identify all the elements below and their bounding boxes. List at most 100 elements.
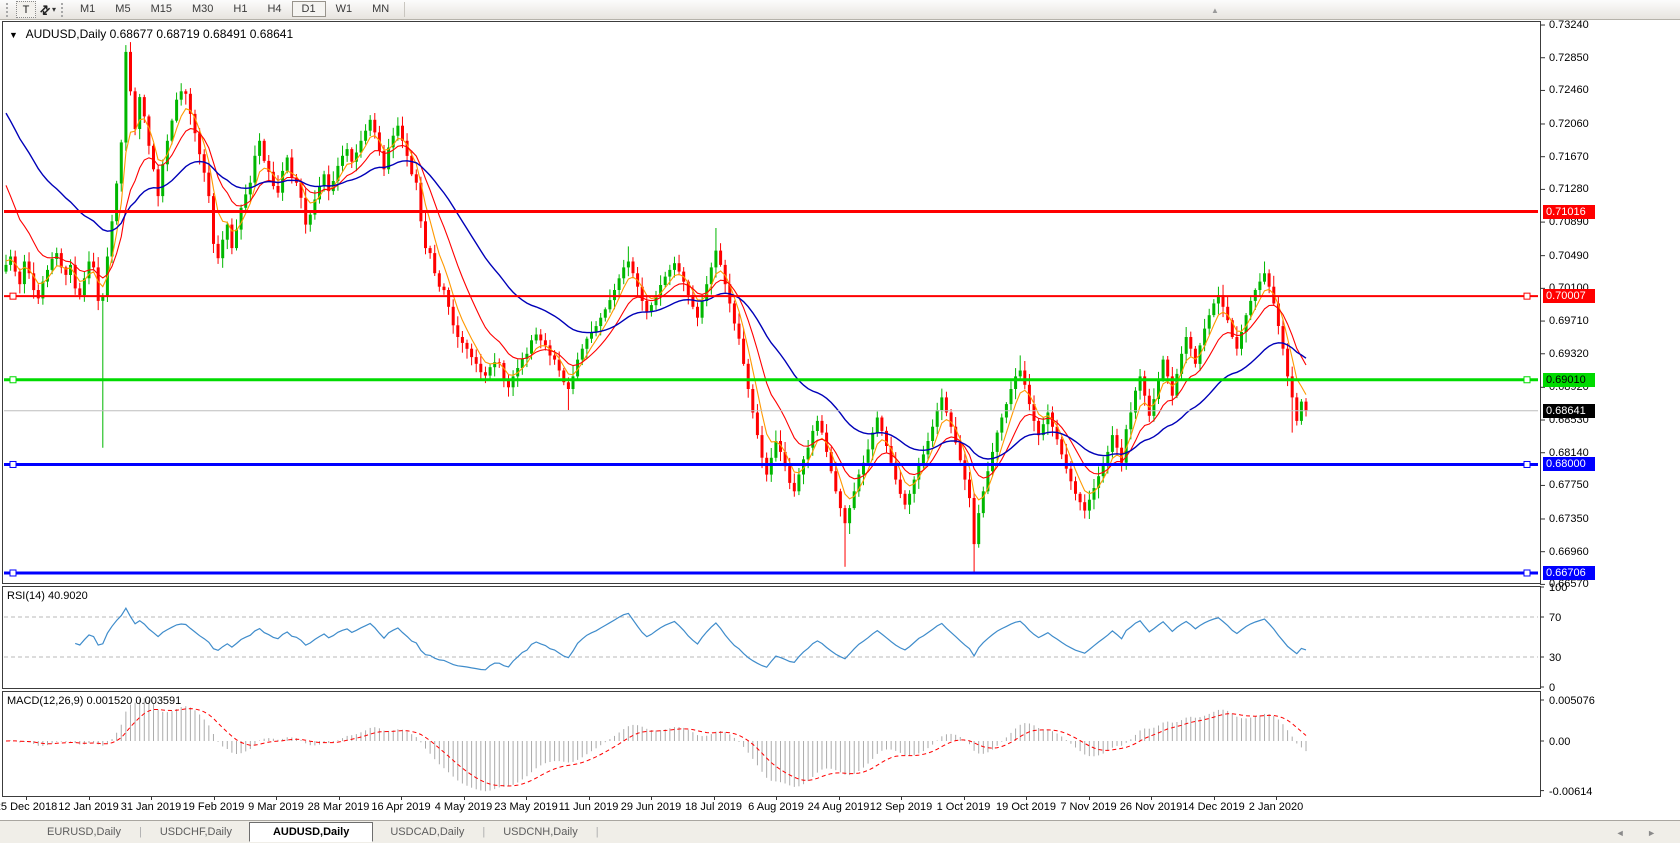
y-tick-label: 0.67350 [1549,512,1589,525]
x-tick-label: 14 Dec 2019 [1182,801,1245,813]
x-tick-label: 11 Jun 2019 [558,801,619,813]
price-tag-0.66706[interactable]: 0.66706 [1543,565,1595,580]
timeframe-button-m1[interactable]: M1 [80,3,96,15]
y-tick-label: 0.72060 [1549,117,1589,130]
scroll-up-icon[interactable]: ▲ [1211,6,1219,15]
macd-panel[interactable] [2,691,1541,797]
rsi-tick-label: 100 [1549,582,1568,594]
symbol-label: AUDUSD,Daily [25,27,107,41]
tab-scroll-right-icon[interactable]: ► [1647,828,1666,838]
x-tick [713,797,715,800]
swap-arrows-icon: ⇄ [36,0,54,19]
x-tick [651,797,652,800]
x-tick [901,797,902,800]
price-tag-0.71016[interactable]: 0.71016 [1543,204,1595,219]
x-tick-label: 19 Feb 2019 [182,801,245,813]
chart-tab-usdchf[interactable]: USDCHF,Daily [159,826,232,838]
x-tick [963,797,965,800]
timeframe-button-group: M1 M5 M15 M30 H1 H4 D1 W1 MN [70,1,399,17]
x-tick [838,797,840,800]
x-tick-label: 26 Nov 2019 [1119,801,1183,813]
rsi-tick-label: 70 [1549,612,1562,624]
x-tick [338,797,340,800]
x-tick-label: 23 May 2019 [494,801,558,813]
x-tick-label: 2 Jan 2020 [1248,801,1304,813]
tab-scroll-left-icon[interactable]: ◄ [1615,828,1635,838]
x-tick [88,797,90,800]
x-tick [463,797,465,800]
timeframe-button-m15[interactable]: M15 [150,3,172,15]
pointer-tool-button[interactable]: ⇄ ▾ [36,0,58,19]
rsi-panel[interactable] [2,586,1541,689]
price-tag-0.70007[interactable]: 0.70007 [1543,289,1595,304]
y-tick-label: 0.70490 [1549,249,1589,262]
x-tick [26,797,27,800]
x-tick-label: 6 Aug 2019 [748,801,804,813]
y-tick-label: 0.71670 [1549,150,1589,163]
x-tick-label: 1 Oct 2019 [936,801,991,813]
y-tick-label: 0.72850 [1549,51,1589,64]
x-tick-label: 25 Dec 2018 [0,801,58,813]
x-tick-label: 29 Jun 2019 [620,801,682,813]
timeframe-button-w1[interactable]: W1 [335,3,353,15]
y-tick-label: 0.67750 [1549,479,1589,492]
x-tick [526,797,527,800]
tab-separator: | [138,826,142,838]
x-tick-label: 18 Jul 2019 [685,801,742,813]
toolbar: T ⇄ ▾ M1 M5 M15 M30 H1 H4 D1 W1 MN ▲ [0,0,1680,20]
x-tick [151,797,152,800]
timeframe-toolbar-grip[interactable] [61,2,65,17]
chart-tab-eurusd[interactable]: EURUSD,Daily [47,826,121,838]
x-tick [1276,797,1277,800]
timeframe-button-d1[interactable]: D1 [291,1,326,17]
x-tick [1026,797,1027,800]
timeframe-button-mn[interactable]: MN [372,3,390,15]
y-tick-label: 0.68140 [1549,446,1589,459]
y-tick-label: 0.66570 [1549,578,1589,591]
x-tick-label: 19 Oct 2019 [996,801,1056,813]
chart-tab-usdcnh[interactable]: USDCNH,Daily [503,826,578,838]
x-tick [276,797,277,800]
current-price-tag[interactable]: 0.68641 [1543,403,1595,418]
y-tick-label: 0.73240 [1549,19,1589,32]
price-chart-panel[interactable] [2,21,1541,584]
x-tick-label: 9 Mar 2019 [248,801,304,813]
y-tick-label: 0.72460 [1549,84,1589,97]
ohlc-values: 0.68677 0.68719 0.68491 0.68641 [109,27,294,41]
macd-tick-label: -0.00614 [1549,785,1593,798]
x-tick-label: 16 Apr 2019 [371,801,431,813]
x-tick-label: 12 Jan 2019 [58,801,119,813]
macd-tick-label: 0.00 [1549,736,1571,748]
timeframe-button-h1[interactable]: H1 [233,3,248,15]
chart-tab-audusd[interactable]: AUDUSD,Daily [248,822,374,842]
x-tick [1088,797,1090,800]
x-tick [776,797,777,800]
y-tick-label: 0.69320 [1549,347,1589,360]
text-tool-button[interactable]: T [16,1,36,18]
y-tick-label: 0.66960 [1549,545,1589,558]
tab-separator: | [595,826,599,838]
x-tick [401,797,402,800]
time-axis[interactable]: 25 Dec 2018 12 Jan 2019 31 Jan 2019 19 Feb … [0,797,1680,819]
timeframe-button-h4[interactable]: H4 [267,3,282,15]
chevron-down-icon: ▾ [52,5,57,14]
chart-tab-usdcad[interactable]: USDCAD,Daily [390,826,465,838]
rsi-label: RSI(14) 40.9020 [7,590,88,602]
toolbar-grip[interactable] [6,2,10,17]
y-tick-label: 0.70890 [1549,216,1589,229]
x-tick [1213,797,1215,800]
chart-tabs: EURUSD,Daily | USDCHF,Daily AUDUSD,Daily USD… [30,822,600,842]
timeframe-button-m30[interactable]: M30 [191,3,214,15]
collapse-triangle-icon[interactable]: ▼ [9,30,18,40]
price-tag-0.69010[interactable]: 0.69010 [1543,372,1595,387]
x-tick [213,797,215,800]
x-tick-label: 12 Sep 2019 [869,801,933,813]
timeframe-button-m5[interactable]: M5 [115,3,131,15]
x-tick-label: 24 Aug 2019 [807,801,870,813]
x-tick [1151,797,1152,800]
rsi-tick-label: 30 [1549,652,1562,664]
price-tag-0.68000[interactable]: 0.68000 [1543,457,1595,472]
y-tick-label: 0.71280 [1549,183,1589,196]
tab-separator: | [482,826,486,838]
